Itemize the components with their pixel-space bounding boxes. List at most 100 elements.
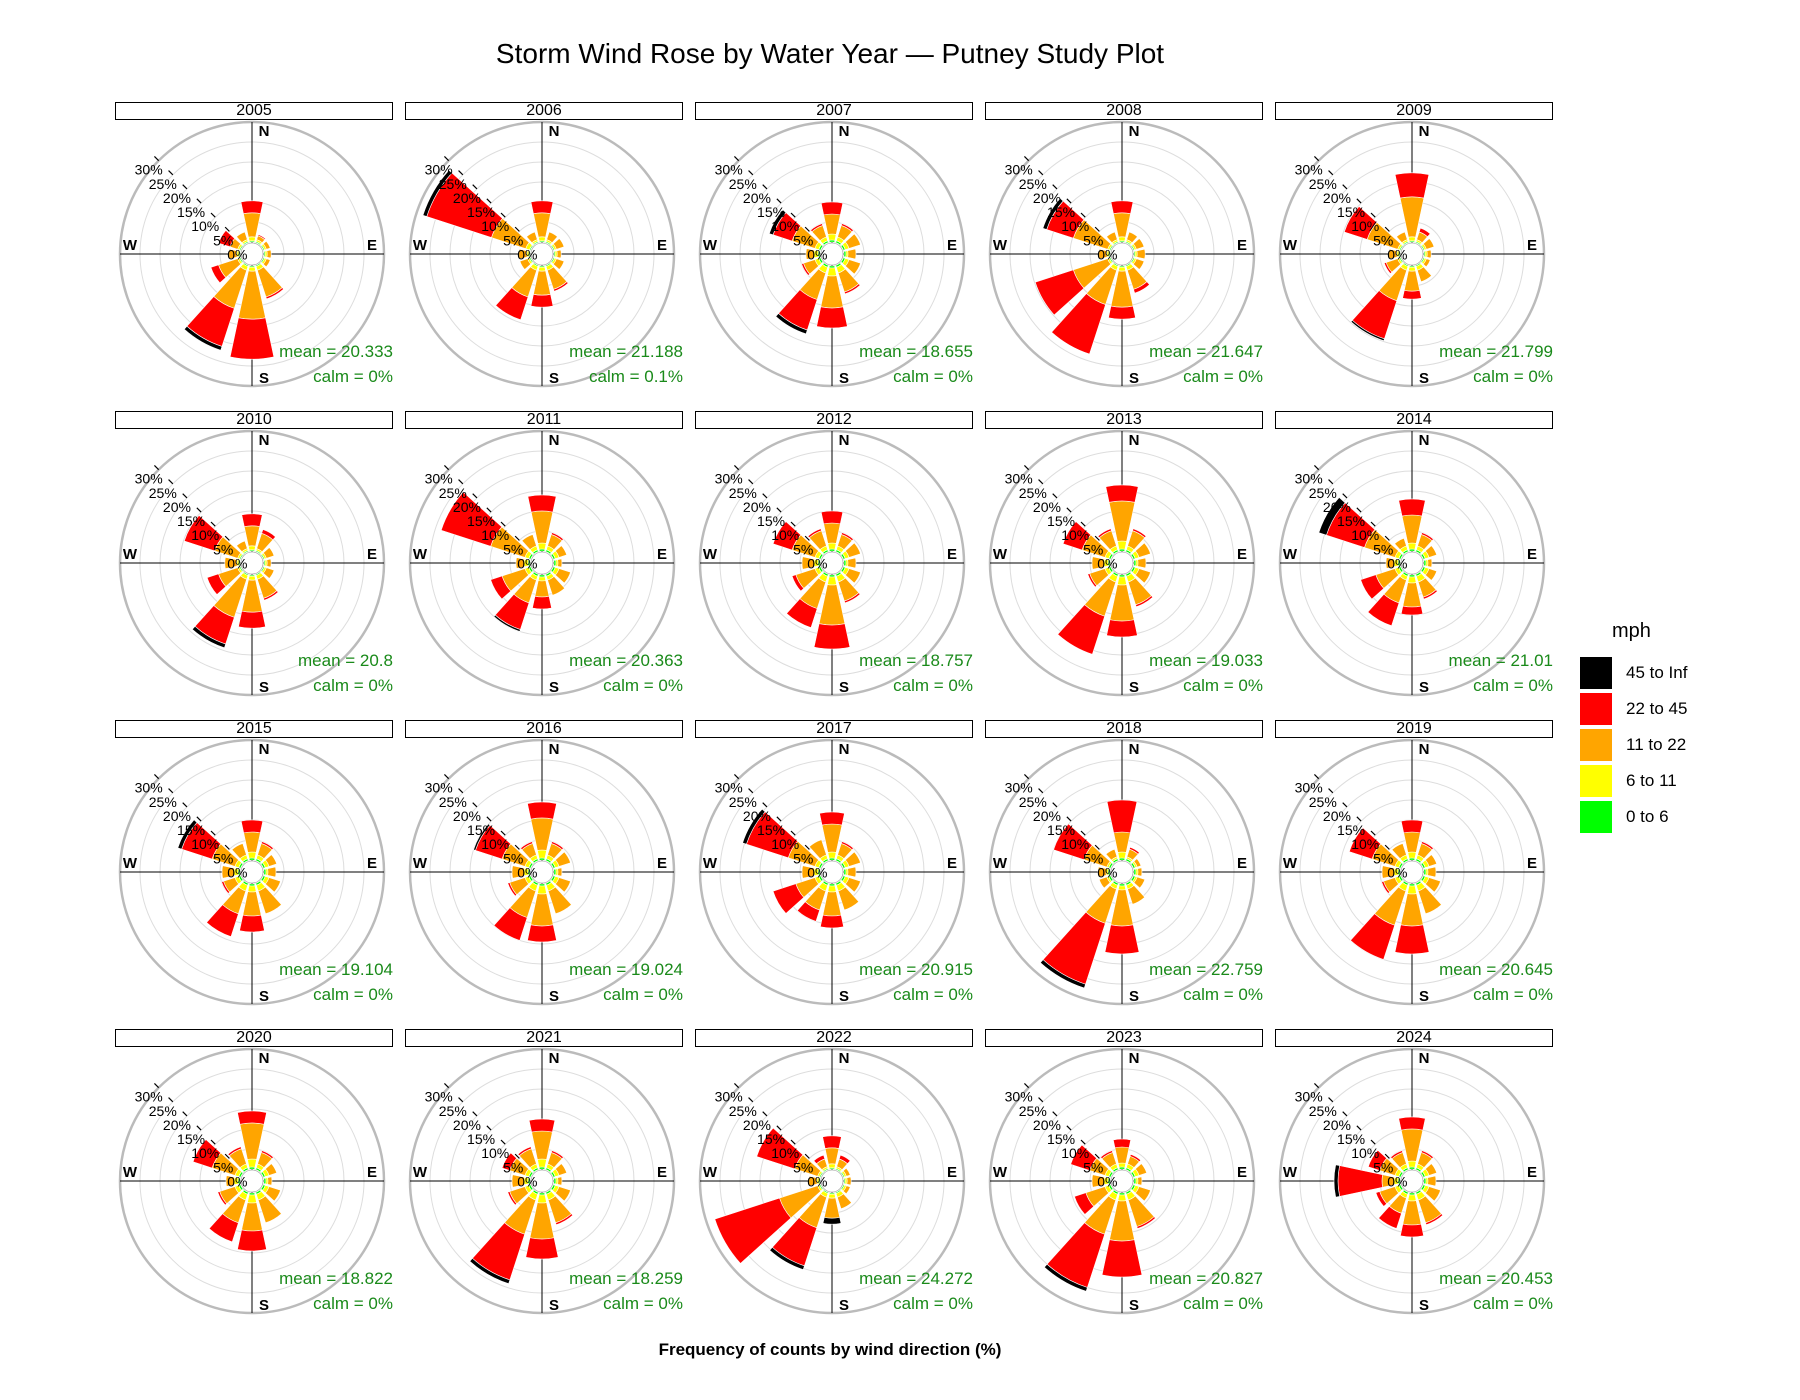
calm-center [1110,551,1134,575]
petal-90deg-bin-2 [1427,1175,1437,1187]
radial-tick-mark [472,493,478,499]
legend-item: 0 to 6 [1580,799,1740,835]
petal-0deg-bin-2 [243,212,261,238]
petal-180deg-bin-1 [827,885,837,893]
mean-speed-label: mean = 21.01 [1448,651,1553,670]
petal-0deg-bin-1 [247,1158,257,1168]
radial-tick-label: 20% [1323,808,1351,824]
petal-180deg-bin-2 [822,891,842,917]
radial-tick-label: 0% [227,247,247,263]
radial-tick-label: 10% [771,1145,799,1161]
radial-tick-label: 25% [729,794,757,810]
radial-tick-mark [196,507,202,513]
calm-center [240,860,264,884]
radial-tick-label: 25% [1019,794,1047,810]
radial-tick-mark [1313,773,1320,780]
petal-240deg-bin-3 [791,574,805,592]
radial-tick-label: 15% [1337,204,1365,220]
radial-tick-label: 30% [135,780,163,796]
petal-120deg-bin-2 [262,258,271,268]
compass-label-w: W [1283,546,1298,563]
petal-150deg-bin-3 [553,281,569,292]
panel-year-label: 2016 [405,720,683,738]
calm-center [240,1169,264,1193]
radial-tick-label: 30% [425,471,453,487]
radial-tick-mark [1370,212,1376,218]
radial-tick-label: 5% [503,850,523,866]
petal-30deg-bin-3 [840,223,854,233]
petal-240deg-bin-3 [1087,573,1098,588]
radial-tick-mark [182,493,188,499]
petal-0deg-bin-1 [827,851,837,859]
panel-year-label: 2013 [985,411,1263,429]
petal-150deg-bin-3 [843,592,861,604]
radial-tick-label: 15% [1337,513,1365,529]
radial-tick-label: 15% [467,513,495,529]
petal-300deg-bin-3 [183,514,224,552]
petal-30deg-bin-3 [1420,532,1434,542]
compass-label-n: N [839,123,850,140]
compass-label-e: E [947,855,957,872]
calm-center [1400,1169,1424,1193]
legend-label: 22 to 45 [1626,699,1688,718]
petal-180deg-bin-1 [1407,1194,1417,1202]
compass-label-e: E [1527,546,1537,563]
mean-speed-label: mean = 20.453 [1439,1269,1553,1288]
petal-0deg-bin-3 [819,811,845,826]
compass-label-s: S [1419,679,1429,696]
petal-210deg-bin-4 [1039,959,1086,989]
petal-60deg-bin-2 [262,547,275,559]
petal-60deg-bin-2 [1422,238,1435,250]
petal-60deg-bin-2 [1132,238,1145,250]
radial-tick-label: 25% [1019,485,1047,501]
petal-300deg-bin-3 [1367,1149,1388,1171]
radial-tick-label: 25% [729,485,757,501]
panel-year-label: 2017 [695,720,973,738]
petal-270deg-bin-2 [1091,1174,1105,1188]
petal-90deg-bin-2 [557,558,563,568]
radial-tick-mark [804,535,810,541]
petal-120deg-bin-2 [844,877,861,893]
radial-tick-label: 30% [1005,471,1033,487]
mean-speed-label: mean = 18.822 [279,1269,393,1288]
petal-30deg-bin-3 [257,234,267,241]
legend-swatch [1580,657,1612,689]
compass-label-e: E [367,855,377,872]
radial-tick-label: 10% [481,218,509,234]
petal-270deg-bin-4 [1333,1164,1340,1198]
petal-0deg-bin-3 [1110,200,1134,215]
compass-label-w: W [413,1164,428,1181]
petal-210deg-bin-3 [495,287,529,321]
petal-0deg-bin-1 [537,849,547,859]
petal-180deg-bin-3 [530,293,554,308]
legend-swatch [1580,801,1612,833]
radial-tick-mark [1038,479,1044,485]
petal-30deg-bin-3 [550,1150,564,1160]
petal-0deg-bin-3 [1394,172,1430,199]
mean-speed-label: mean = 18.757 [859,651,973,670]
radial-tick-label: 25% [1309,485,1337,501]
petal-180deg-bin-2 [534,580,550,598]
calm-center [530,551,554,575]
radial-tick-mark [182,802,188,808]
petal-30deg-bin-3 [260,1150,274,1160]
radial-tick-label: 0% [1097,556,1117,572]
radial-tick-mark [500,212,506,218]
petal-0deg-bin-1 [537,1158,547,1168]
panel-year-label: 2010 [115,411,393,429]
petal-120deg-bin-2 [264,1186,281,1202]
radial-tick-mark [500,830,506,836]
petal-0deg-bin-2 [531,1130,553,1160]
calm-center [530,860,554,884]
petal-210deg-bin-4 [775,313,808,335]
compass-label-s: S [1129,679,1139,696]
petal-210deg-bin-4 [493,614,521,632]
panel-year-label: 2019 [1275,720,1553,738]
radial-tick-mark [804,844,810,850]
petal-210deg-bin-3 [1057,604,1106,655]
radial-tick-label: 15% [1047,204,1075,220]
